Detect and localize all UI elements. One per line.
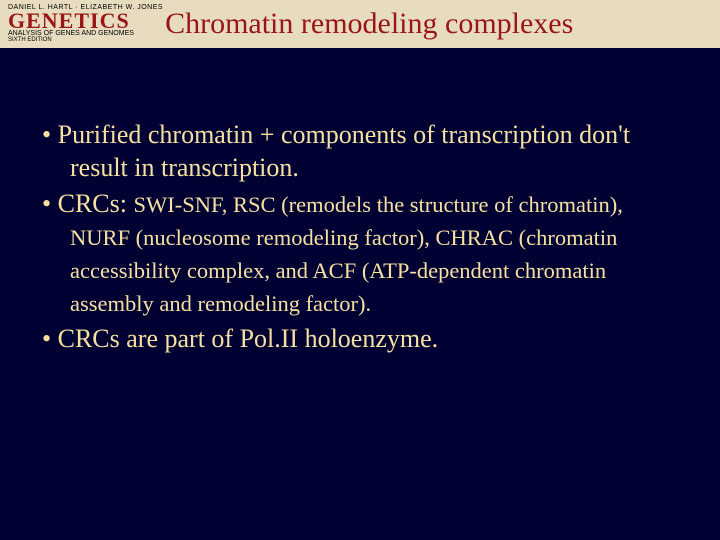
- bullet-item: Purified chromatin + components of trans…: [42, 118, 678, 185]
- header-band: DANIEL L. HARTL · ELIZABETH W. JONES GEN…: [0, 0, 720, 48]
- bullet-lead: CRCs:: [58, 189, 134, 218]
- slide-title: Chromatin remodeling complexes: [165, 7, 573, 41]
- slide-content: Purified chromatin + components of trans…: [0, 48, 720, 355]
- bullet-text: CRCs are part of Pol.II holoenzyme.: [58, 324, 439, 353]
- edition-text: SIXTH EDITION: [8, 38, 163, 43]
- bullet-list: Purified chromatin + components of trans…: [42, 118, 678, 355]
- book-title: GENETICS: [8, 11, 163, 31]
- bullet-item: CRCs: SWI-SNF, RSC (remodels the structu…: [42, 187, 678, 320]
- book-logo: DANIEL L. HARTL · ELIZABETH W. JONES GEN…: [8, 5, 163, 43]
- bullet-detail: SWI-SNF, RSC (remodels the structure of …: [70, 192, 623, 317]
- bullet-item: CRCs are part of Pol.II holoenzyme.: [42, 322, 678, 355]
- bullet-text: Purified chromatin + components of trans…: [58, 120, 630, 182]
